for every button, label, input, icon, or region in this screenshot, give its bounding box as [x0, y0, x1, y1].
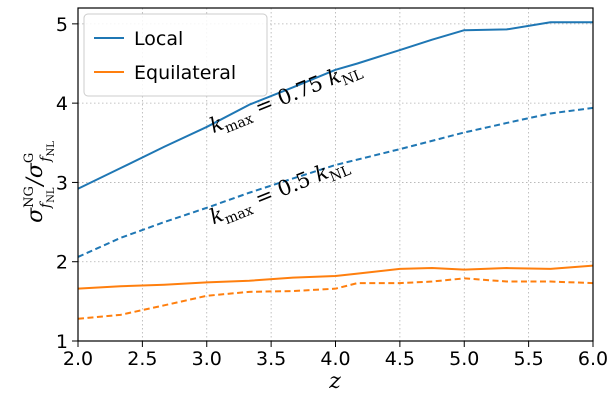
series-group	[77, 21, 594, 320]
series-line-2-solid	[77, 264, 594, 290]
y-tick-label: 1	[56, 331, 68, 353]
x-ticks: 2.0 2.5 3.0 3.5 4.0 4.5 5.0 5.5 6.0	[63, 341, 608, 370]
series-line-0-solid	[77, 21, 593, 190]
annotation-kmax-1: kmax = 0.5 kNL	[206, 152, 353, 233]
y-label-sigma: σ	[23, 207, 48, 223]
x-tick-label: 3.5	[256, 348, 286, 370]
y-tick-label: 5	[56, 14, 68, 36]
x-tick-label: 6.0	[578, 348, 608, 370]
y-tick-label: 4	[56, 93, 68, 115]
y-label-sup-g: G	[22, 153, 37, 163]
x-tick-label: 5.0	[449, 348, 479, 370]
x-axis-label: z	[328, 369, 341, 394]
annotation-text: kmax = 0.5 kNL	[206, 152, 353, 233]
annotation-sub-nl: NL	[327, 163, 353, 186]
y-label-sigma2: σ	[23, 162, 48, 178]
y-label-sep: /	[23, 176, 48, 188]
legend-box	[83, 13, 268, 97]
svg-text:σNGfNL/σGfNL: σNGfNL/σGfNL	[22, 141, 57, 223]
y-label-sup-ng: NG	[22, 186, 37, 208]
y-label-sub-f2: f	[38, 154, 54, 163]
x-tick-label: 4.5	[385, 348, 415, 370]
y-tick-label: 2	[56, 252, 68, 274]
y-label-sub-f: f	[38, 200, 54, 209]
annotation-equals: = 0.5	[245, 164, 320, 213]
series-line-1-dashed	[77, 106, 594, 258]
x-tick-label: 5.5	[514, 348, 544, 370]
legend-label-local: Local	[134, 28, 183, 50]
legend: Local Equilateral	[83, 13, 268, 97]
x-tick-label: 3.0	[192, 348, 222, 370]
y-label-sub-nl2: NL	[46, 141, 57, 157]
y-ticks: 1 2 3 4 5	[56, 14, 78, 353]
legend-label-equilateral: Equilateral	[134, 62, 236, 84]
series-line-3-dashed	[77, 277, 594, 320]
annotation-sub-nl: NL	[340, 66, 366, 89]
x-tick-label: 4.0	[320, 348, 350, 370]
x-tick-label: 2.5	[127, 348, 157, 370]
x-tick-label: 2.0	[63, 348, 93, 370]
y-axis-label: σNGfNL/σGfNL	[22, 141, 57, 223]
y-label-sub-nl: NL	[46, 187, 57, 203]
y-tick-label: 3	[56, 172, 68, 194]
